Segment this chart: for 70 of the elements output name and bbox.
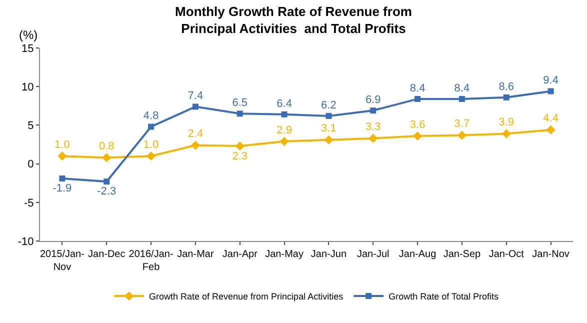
x-tick-label: Jan-Dec	[88, 249, 126, 260]
x-tick-label: Jan-Aug	[398, 249, 436, 260]
point	[281, 111, 288, 118]
legend-label: Growth Rate of Total Profits	[388, 292, 499, 302]
data-label: 0.8	[98, 140, 114, 152]
x-tick-label: Jan-May	[265, 249, 304, 260]
point	[58, 152, 67, 161]
data-label: -2.3	[97, 186, 116, 198]
data-label: 8.4	[410, 82, 426, 94]
data-label: 3.7	[454, 118, 470, 130]
point	[548, 88, 554, 94]
data-label: 2.9	[276, 124, 292, 136]
y-axis-title: (%)	[19, 28, 38, 42]
y-tick-label: 5	[28, 120, 34, 132]
data-label: 3.3	[365, 121, 381, 134]
x-tick-label: Jan-Mar	[177, 249, 214, 260]
x-tick-label: Jan-Sep	[443, 249, 482, 260]
data-label: 8.4	[454, 82, 470, 94]
data-label: 9.4	[543, 74, 558, 87]
data-label: 4.8	[143, 110, 159, 122]
data-label: 3.1	[321, 122, 336, 135]
point	[148, 124, 154, 130]
data-label: 3.6	[410, 118, 426, 131]
point	[546, 125, 556, 134]
y-tick-label: 10	[22, 81, 34, 94]
x-tick-label: Jan-Oct	[488, 249, 524, 260]
point	[280, 136, 289, 146]
point	[190, 140, 200, 150]
data-label: 8.6	[498, 80, 514, 93]
point	[368, 134, 378, 143]
x-tick-label: Jan-Jun	[310, 249, 346, 260]
data-label: 6.2	[321, 99, 336, 112]
data-label: 4.4	[543, 112, 558, 125]
point	[236, 110, 243, 117]
data-label: 1.0	[54, 138, 70, 151]
point	[146, 152, 156, 161]
point	[104, 178, 110, 185]
point	[59, 175, 66, 182]
y-tick-label: -5	[24, 197, 34, 210]
data-label: 6.4	[276, 98, 292, 110]
data-label: 2.4	[188, 128, 204, 140]
y-tick-label: 0	[28, 158, 34, 171]
point	[370, 108, 376, 114]
x-tick-label: 2015/Jan-Nov	[40, 249, 84, 273]
y-tick-label: -10	[18, 236, 34, 248]
point	[414, 96, 421, 102]
point	[324, 135, 334, 144]
x-tick-label: Jan-Jul	[356, 249, 390, 260]
chart-title: Monthly Growth Rate of Revenue from Principal Activities and Total Profits	[175, 4, 412, 36]
point	[458, 96, 465, 102]
point	[412, 131, 422, 141]
point	[326, 112, 332, 119]
point	[503, 94, 510, 100]
point	[192, 104, 198, 110]
data-label: 6.9	[365, 94, 381, 106]
data-label: 3.9	[498, 116, 514, 129]
data-label: 7.4	[188, 90, 204, 102]
point	[102, 153, 112, 162]
x-tick-label: Jan-Nov	[532, 249, 570, 260]
y-tick-label: 15	[22, 42, 34, 55]
legend-label: Growth Rate of Revenue from Principal Activities	[149, 292, 344, 302]
point	[457, 130, 467, 140]
point	[235, 141, 244, 151]
x-tick-label: 2016/Jan-Feb	[128, 249, 174, 273]
data-label: 6.5	[232, 97, 248, 110]
x-tick-label: Jan-Apr	[222, 249, 258, 260]
data-label: -1.9	[52, 182, 72, 194]
data-label: 1.0	[143, 138, 159, 151]
point	[502, 129, 511, 138]
data-label: 2.3	[232, 150, 248, 163]
